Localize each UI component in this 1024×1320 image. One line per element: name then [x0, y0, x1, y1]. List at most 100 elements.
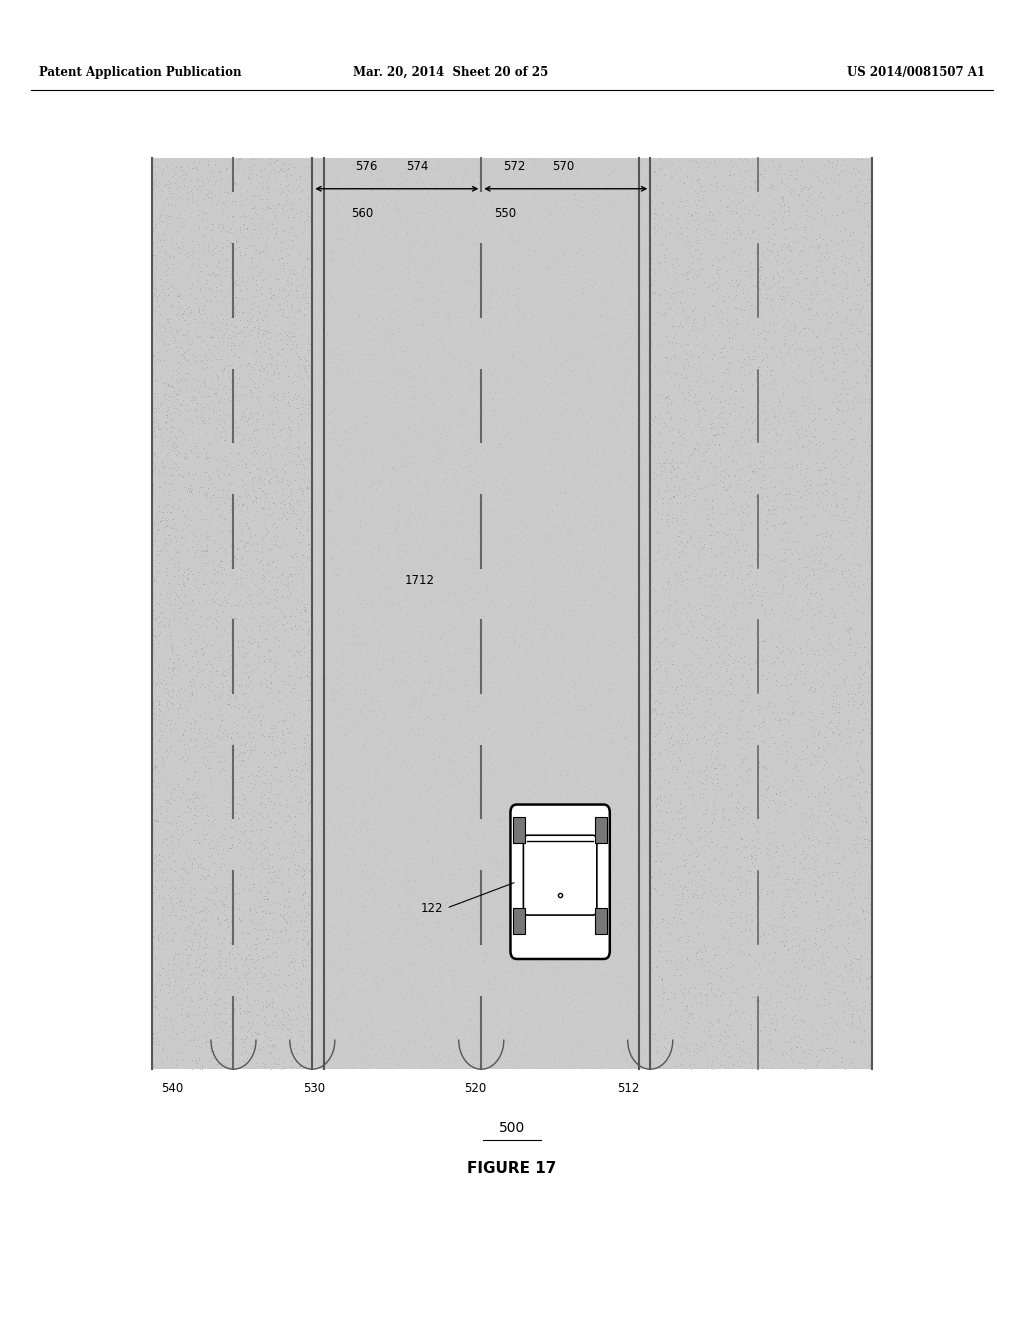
Point	[700, 1048, 717, 1069]
Point	[422, 642, 438, 663]
Point	[161, 524, 177, 545]
Point	[717, 247, 733, 268]
Point	[159, 1006, 175, 1027]
Point	[406, 286, 422, 308]
Point	[248, 498, 264, 519]
Point	[768, 255, 784, 276]
Point	[672, 659, 688, 680]
Point	[152, 425, 168, 446]
Point	[158, 355, 174, 376]
Point	[279, 605, 295, 626]
Point	[406, 966, 422, 987]
Point	[760, 796, 776, 817]
Point	[148, 916, 165, 937]
Point	[740, 471, 757, 492]
Point	[419, 672, 435, 693]
Point	[203, 367, 219, 388]
Point	[204, 541, 220, 562]
Point	[252, 793, 268, 814]
Point	[152, 397, 168, 418]
Point	[819, 414, 836, 436]
Point	[288, 488, 304, 510]
Point	[336, 395, 352, 416]
Point	[253, 900, 269, 921]
Point	[159, 807, 175, 828]
Point	[299, 405, 315, 426]
Point	[818, 494, 835, 515]
Point	[477, 719, 494, 741]
Point	[669, 822, 685, 843]
Point	[251, 766, 267, 787]
Point	[703, 280, 720, 301]
Point	[684, 887, 700, 908]
Point	[729, 305, 745, 326]
Point	[174, 958, 190, 979]
Point	[220, 450, 237, 471]
Point	[250, 1028, 266, 1049]
Point	[352, 441, 369, 462]
Point	[770, 709, 786, 730]
Point	[174, 209, 190, 230]
Point	[164, 837, 180, 858]
Point	[264, 721, 281, 742]
Point	[759, 932, 775, 953]
Point	[702, 663, 719, 684]
Point	[738, 960, 755, 981]
Point	[352, 866, 369, 887]
Point	[184, 672, 201, 693]
Point	[726, 466, 742, 487]
Point	[464, 873, 480, 894]
Point	[294, 842, 310, 863]
Point	[240, 411, 256, 432]
Point	[557, 692, 573, 713]
Point	[589, 858, 605, 879]
Point	[153, 305, 169, 326]
Point	[377, 688, 393, 709]
Point	[403, 1027, 420, 1048]
Point	[591, 927, 607, 948]
Point	[784, 333, 801, 354]
Point	[331, 263, 347, 284]
Point	[684, 265, 700, 286]
Point	[254, 957, 270, 978]
Point	[860, 418, 877, 440]
Point	[566, 886, 583, 907]
Point	[245, 851, 261, 873]
Point	[711, 388, 727, 409]
Point	[190, 987, 207, 1008]
Point	[517, 597, 534, 618]
Point	[498, 846, 514, 867]
Point	[185, 1020, 202, 1041]
Point	[254, 833, 270, 854]
Point	[630, 269, 646, 290]
Point	[842, 957, 858, 978]
Point	[761, 845, 777, 866]
Point	[630, 343, 646, 364]
Point	[350, 632, 367, 653]
Point	[411, 771, 427, 792]
Point	[257, 673, 273, 694]
Point	[773, 356, 790, 378]
Point	[166, 953, 182, 974]
Point	[260, 333, 276, 354]
Point	[484, 982, 501, 1003]
Point	[371, 789, 387, 810]
Point	[175, 446, 191, 467]
Point	[221, 491, 238, 512]
Point	[651, 437, 668, 458]
Point	[675, 817, 691, 838]
Point	[817, 510, 834, 531]
Point	[754, 987, 770, 1008]
Point	[823, 578, 840, 599]
Point	[746, 411, 763, 432]
Point	[827, 421, 844, 442]
Point	[317, 875, 334, 896]
Point	[767, 451, 783, 473]
Point	[441, 731, 458, 752]
Point	[336, 482, 352, 503]
Point	[444, 972, 461, 993]
Point	[326, 318, 342, 339]
Point	[756, 789, 772, 810]
Point	[357, 766, 374, 787]
Point	[755, 991, 771, 1012]
